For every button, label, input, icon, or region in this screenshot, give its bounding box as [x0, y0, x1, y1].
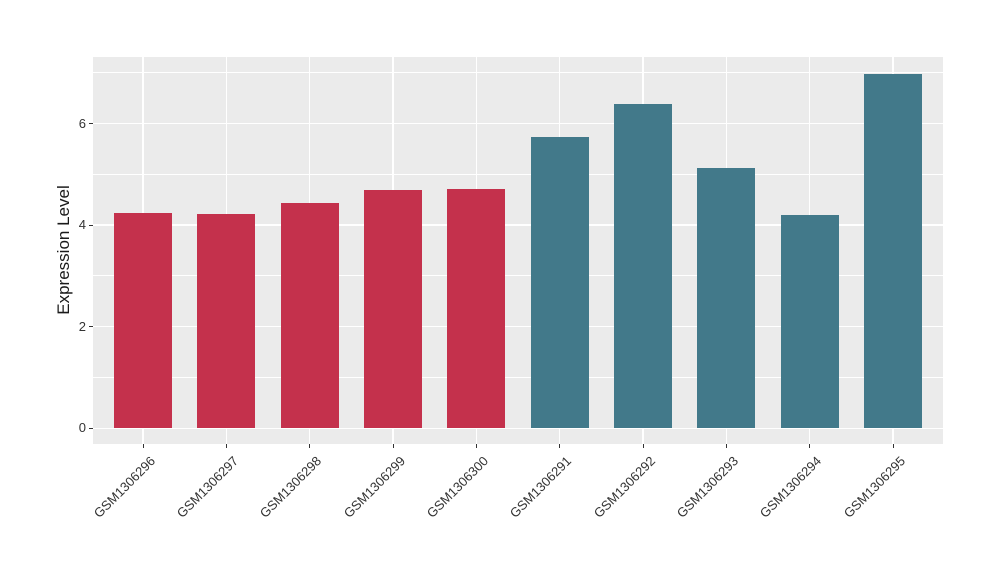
y-tick-mark — [89, 326, 93, 328]
y-tick-label: 2 — [78, 318, 86, 334]
x-tick-label: GSM1306295 — [840, 453, 908, 521]
x-tick-mark — [142, 444, 144, 448]
gridline-major — [93, 325, 943, 328]
x-tick-mark — [809, 444, 811, 448]
plot-panel — [93, 57, 943, 444]
x-tick-mark — [225, 444, 227, 448]
bar-GSM1306300 — [447, 188, 506, 429]
gridline-minor — [93, 275, 943, 277]
bar-GSM1306295 — [863, 74, 923, 429]
bar-GSM1306291 — [530, 137, 589, 429]
y-axis-title: Expression Level — [54, 184, 73, 315]
y-tick-mark — [89, 123, 93, 125]
y-tick-mark — [89, 427, 93, 429]
y-tick-mark — [89, 224, 93, 226]
gridline-minor — [93, 72, 943, 74]
x-tick-label: GSM1306292 — [590, 453, 658, 521]
x-tick-mark — [475, 444, 477, 448]
gridline-minor — [93, 173, 943, 175]
bar-GSM1306294 — [780, 215, 839, 429]
x-tick-label: GSM1306297 — [173, 453, 242, 521]
x-tick-label: GSM1306300 — [423, 453, 492, 521]
gridline-major — [93, 427, 943, 429]
bar-GSM1306296 — [113, 212, 173, 429]
x-tick-label: GSM1306293 — [673, 453, 742, 521]
gridline-major — [93, 224, 943, 226]
bar-GSM1306299 — [363, 189, 423, 429]
x-tick-mark — [892, 444, 894, 448]
x-tick-label: GSM1306298 — [257, 453, 325, 521]
x-tick-mark — [309, 444, 311, 448]
x-tick-mark — [642, 444, 644, 448]
x-tick-mark — [559, 444, 561, 448]
x-tick-label: GSM1306291 — [507, 453, 575, 521]
x-tick-label: GSM1306294 — [757, 453, 825, 521]
y-tick-label: 4 — [78, 217, 86, 233]
bar-GSM1306292 — [613, 104, 673, 429]
gridline-minor — [93, 377, 943, 378]
x-tick-label: GSM1306296 — [90, 453, 158, 521]
bar-GSM1306298 — [280, 203, 339, 429]
x-tick-label: GSM1306299 — [340, 453, 408, 521]
gridline-major — [93, 122, 943, 125]
bar-GSM1306293 — [697, 167, 756, 429]
bar-GSM1306297 — [197, 214, 256, 429]
x-tick-mark — [725, 444, 727, 448]
y-tick-label: 6 — [78, 115, 86, 131]
x-tick-mark — [392, 444, 394, 448]
y-tick-label: 0 — [78, 420, 86, 436]
